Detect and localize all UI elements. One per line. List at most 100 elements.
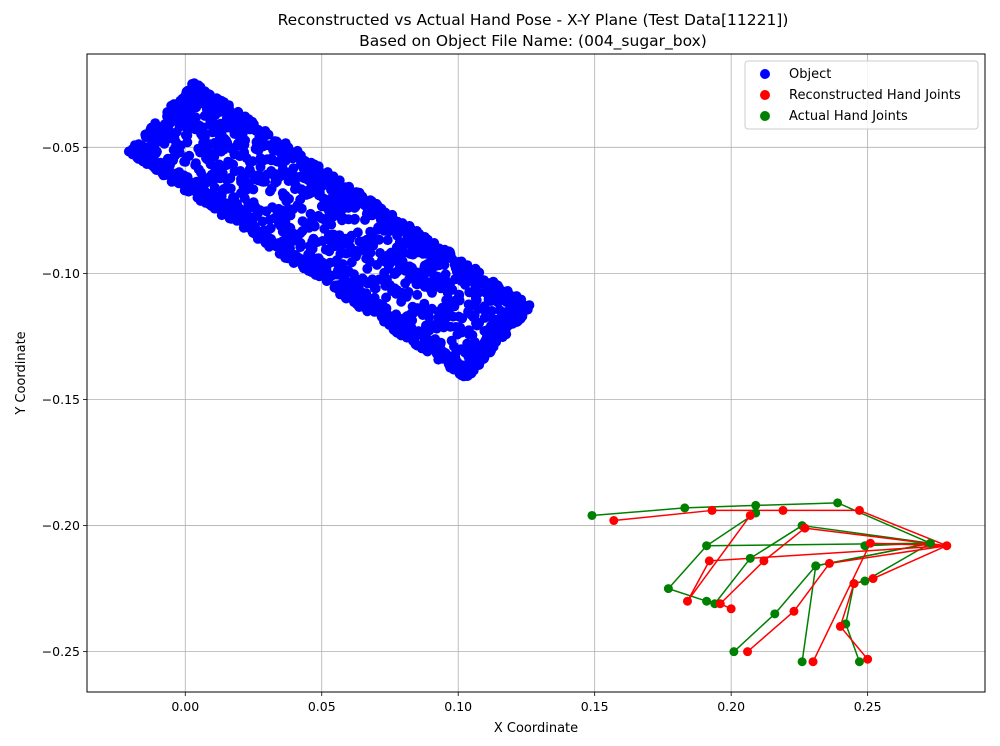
object-point xyxy=(223,100,234,111)
y-tick-label: −0.20 xyxy=(42,518,80,533)
object-point xyxy=(433,339,444,350)
object-point xyxy=(216,146,227,157)
object-point xyxy=(354,236,365,247)
object-point xyxy=(226,143,237,154)
object-point xyxy=(326,184,336,195)
object-point xyxy=(452,329,463,340)
object-point xyxy=(375,248,386,258)
object-point xyxy=(350,201,361,212)
object-point xyxy=(222,203,233,214)
actual-bone-line xyxy=(668,587,707,602)
object-point xyxy=(141,159,152,169)
object-point xyxy=(274,218,284,229)
object-point xyxy=(346,230,357,241)
x-axis-ticks: 0.00 0.05 0.10 0.15 0.20 0.25 xyxy=(171,692,882,714)
x-tick-label: 0.10 xyxy=(444,699,472,714)
object-point xyxy=(149,128,160,139)
plot-background xyxy=(87,54,985,692)
object-point xyxy=(188,123,199,134)
legend: Object Reconstructed Hand Joints Actual … xyxy=(744,60,979,130)
object-point xyxy=(159,138,170,149)
actual-bone-line xyxy=(837,502,931,544)
object-point xyxy=(365,256,375,267)
object-point xyxy=(365,226,376,237)
object-point xyxy=(397,256,408,267)
object-point xyxy=(307,236,318,247)
object-point xyxy=(207,127,218,138)
object-point xyxy=(425,262,436,273)
object-point xyxy=(508,315,519,326)
object-point xyxy=(263,129,274,140)
reconstructed-bone-line xyxy=(839,583,855,627)
object-point xyxy=(247,169,258,180)
object-scatter xyxy=(123,78,535,382)
object-point xyxy=(253,145,264,156)
reconstructed-joint-point xyxy=(868,574,878,584)
actual-bone-line xyxy=(714,557,751,605)
reconstructed-bone-line xyxy=(793,562,831,612)
object-point xyxy=(415,269,426,280)
object-point xyxy=(190,160,201,171)
actual-joint-point xyxy=(751,500,761,510)
object-point xyxy=(381,292,392,303)
actual-joint-point xyxy=(833,498,843,508)
reconstructed-joint-point xyxy=(942,541,952,551)
object-point xyxy=(454,295,465,306)
object-point xyxy=(494,325,505,336)
object-point xyxy=(280,151,291,161)
object-point xyxy=(285,210,296,221)
object-point xyxy=(424,312,435,323)
object-point xyxy=(284,250,295,261)
object-point xyxy=(196,94,207,105)
object-point xyxy=(453,311,464,322)
object-point xyxy=(211,93,222,104)
object-point xyxy=(359,245,370,256)
object-point xyxy=(305,208,316,219)
object-point xyxy=(411,279,422,290)
object-point xyxy=(456,275,467,286)
object-point xyxy=(235,111,245,122)
object-point xyxy=(183,101,194,111)
object-point xyxy=(405,228,416,238)
object-point xyxy=(200,86,210,97)
object-point xyxy=(392,266,403,277)
object-point xyxy=(349,214,360,224)
object-point xyxy=(187,111,198,122)
object-point xyxy=(393,225,404,236)
object-point xyxy=(517,309,528,319)
object-point xyxy=(411,329,422,340)
reconstructed-joint-point xyxy=(726,604,736,614)
object-point xyxy=(331,255,342,266)
object-point xyxy=(468,350,479,361)
object-point xyxy=(359,302,369,313)
object-point xyxy=(225,113,236,124)
object-point xyxy=(456,360,467,371)
reconstructed-joint-point xyxy=(609,516,619,526)
object-point xyxy=(454,259,464,270)
object-point xyxy=(503,288,514,299)
object-point xyxy=(167,175,178,186)
reconstructed-joint-point xyxy=(854,505,864,515)
reconstructed-joint-point xyxy=(759,556,769,566)
object-point xyxy=(158,131,169,142)
object-point xyxy=(373,209,384,220)
object-point xyxy=(426,243,437,254)
reconstructed-joint-point xyxy=(704,556,714,566)
y-tick-label: −0.10 xyxy=(42,266,80,281)
object-point xyxy=(280,139,291,150)
chart-subtitle: Based on Object File Name: (004_sugar_bo… xyxy=(359,32,707,51)
reconstructed-bone-line xyxy=(812,542,872,663)
object-point xyxy=(193,185,204,196)
legend-label-reconstructed: Reconstructed Hand Joints xyxy=(789,88,961,103)
object-point xyxy=(296,171,307,182)
object-point xyxy=(189,79,200,90)
object-point xyxy=(482,338,493,349)
object-point xyxy=(336,239,347,250)
x-tick-label: 0.05 xyxy=(308,699,336,714)
reconstructed-joint-point xyxy=(715,599,725,609)
y-tick-label: −0.15 xyxy=(42,392,80,407)
object-point xyxy=(296,184,307,195)
reconstructed-bone-line xyxy=(804,527,947,547)
y-axis-ticks: −0.05 −0.10 −0.15 −0.20 −0.25 xyxy=(42,140,87,659)
